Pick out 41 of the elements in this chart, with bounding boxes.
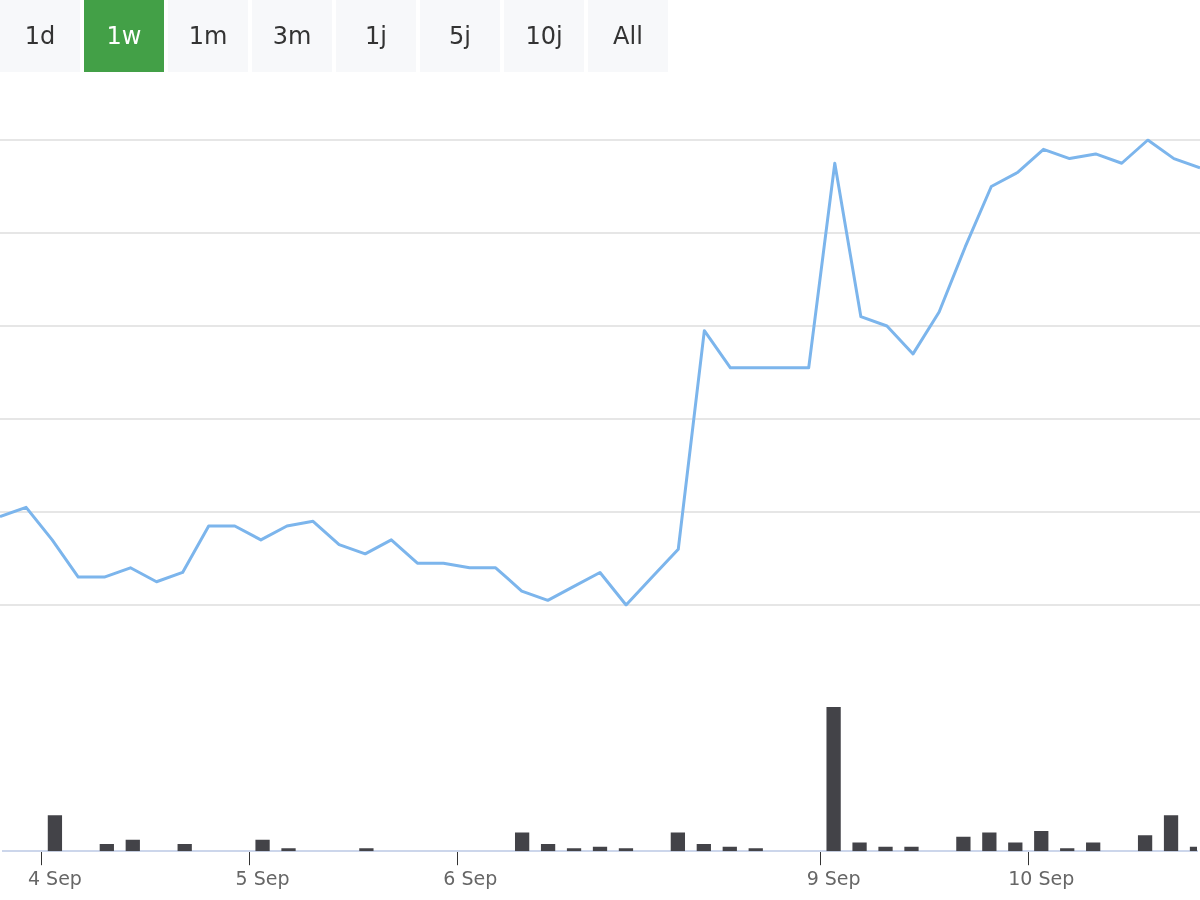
bar <box>125 839 140 852</box>
bar <box>592 846 608 852</box>
x-tick-label: 4 Sep <box>27 866 82 889</box>
bar <box>696 843 711 852</box>
x-tick-label: 6 Sep <box>443 866 498 889</box>
text: 10j <box>504 0 584 72</box>
bar <box>748 848 763 852</box>
bar <box>514 832 530 852</box>
bar <box>359 848 374 852</box>
bar <box>878 846 893 852</box>
bar <box>566 848 582 852</box>
bar <box>982 832 997 852</box>
bar <box>852 842 867 852</box>
bar <box>281 848 296 852</box>
bar <box>177 843 192 852</box>
x-tick-label: 10 Sep <box>1008 866 1075 889</box>
bar <box>618 848 634 852</box>
bar <box>1163 815 1179 852</box>
bar <box>255 839 270 852</box>
bar <box>1060 848 1075 852</box>
bar <box>826 707 841 852</box>
bar <box>722 846 737 852</box>
text: All <box>588 0 668 72</box>
bar <box>670 832 686 852</box>
bar <box>956 836 971 852</box>
x-tick-label: 5 Sep <box>235 866 290 889</box>
bar <box>47 815 63 852</box>
bar <box>1008 842 1023 852</box>
text: 1m <box>168 0 248 72</box>
text: 3m <box>252 0 332 72</box>
text: 1d <box>0 0 80 72</box>
bar <box>1034 831 1049 852</box>
text: 1w <box>84 0 164 72</box>
x-tick-label: 9 Sep <box>806 866 861 889</box>
bar <box>540 843 556 852</box>
bar <box>904 846 919 852</box>
bar <box>1137 835 1153 852</box>
text: 1j <box>336 0 416 72</box>
bar <box>99 843 114 852</box>
text: 5j <box>420 0 500 72</box>
bar <box>1086 842 1101 852</box>
